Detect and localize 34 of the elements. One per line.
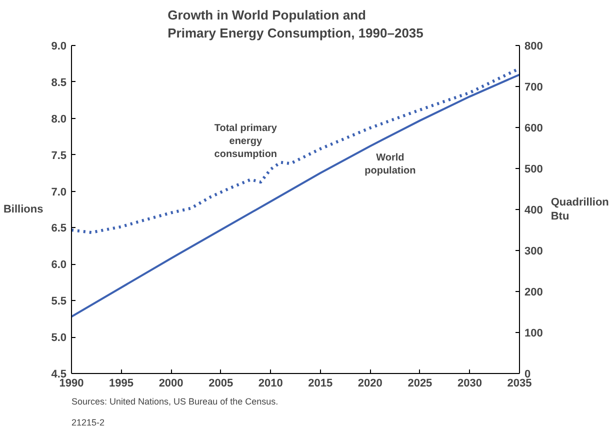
- y-tick-label: 6.5: [51, 222, 67, 235]
- source-note: Sources: United Nations, US Bureau of the Census.: [72, 396, 278, 406]
- y2-tick-label: 600: [524, 122, 543, 134]
- y-tick-label: 8.0: [51, 113, 67, 126]
- y2-tick-label: 700: [524, 82, 543, 94]
- y-tick-label: 7.5: [51, 150, 67, 162]
- y-tick-label: 7.0: [51, 186, 67, 198]
- x-tick-label: 1990: [59, 378, 84, 390]
- y2-tick-label: 200: [524, 286, 543, 298]
- x-tick-label: 2005: [208, 378, 234, 390]
- y2-tick-label: 100: [524, 328, 543, 340]
- y-tick-label: 5.5: [51, 296, 67, 308]
- y-tick-label: 6.0: [51, 259, 67, 272]
- x-tick-label: 2000: [158, 378, 184, 390]
- x-tick-label: 2010: [258, 378, 283, 390]
- chart-title: Growth in World Population and Primary Energy Consumption, 1990–2035: [168, 8, 424, 40]
- y-tick-label: 5.0: [51, 332, 67, 344]
- x-tick-label: 2020: [358, 378, 382, 390]
- y-tick-label: 8.5: [51, 76, 67, 89]
- x-tick-label: 2030: [457, 378, 482, 390]
- x-tick-label: 2035: [507, 378, 532, 390]
- x-tick-label: 1995: [109, 378, 134, 390]
- y2-tick-label: 400: [524, 204, 543, 216]
- series-label: Total primary energy consumption: [214, 123, 278, 160]
- x-tick-label: 2015: [308, 378, 333, 390]
- text: 21215-2: [72, 418, 105, 428]
- x-tick-label: 2025: [408, 378, 432, 390]
- y-axis-title: Billions: [3, 204, 44, 216]
- y2-axis-title: Quadrillion Btu: [550, 196, 610, 223]
- y-tick-label: 9.0: [51, 40, 67, 52]
- y2-tick-label: 500: [524, 164, 543, 176]
- y2-tick-label: 800: [524, 40, 543, 52]
- y2-tick-label: 300: [524, 246, 543, 258]
- series-label: World population: [364, 152, 416, 177]
